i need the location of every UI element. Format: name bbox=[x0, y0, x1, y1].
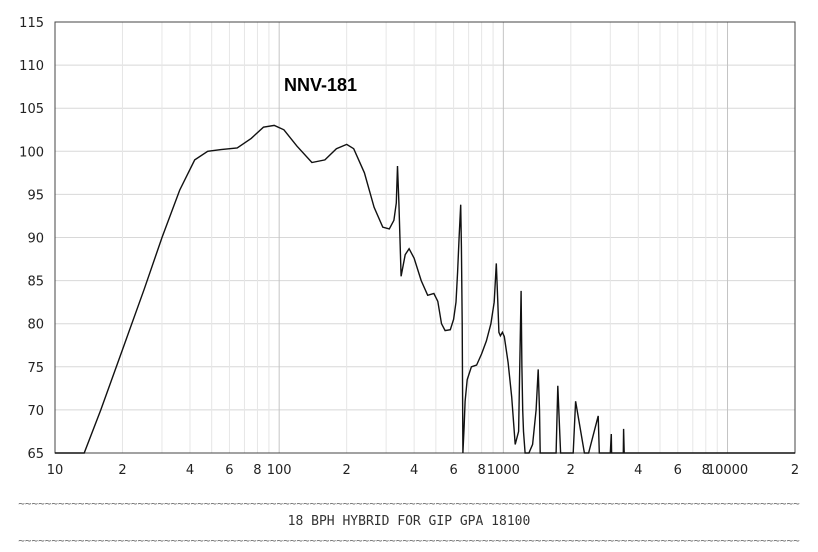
y-tick-label: 75 bbox=[27, 361, 44, 376]
x-tick-label: 4 bbox=[410, 463, 418, 478]
chart-title: NNV-181 bbox=[284, 75, 357, 95]
x-tick-label: 6 bbox=[449, 463, 457, 478]
x-tick-label: 1000 bbox=[487, 463, 520, 478]
plot-frame bbox=[54, 21, 796, 454]
y-tick-label: 85 bbox=[27, 275, 44, 290]
grid-lines bbox=[54, 21, 796, 454]
y-tick-label: 105 bbox=[19, 102, 44, 117]
y-tick-label: 80 bbox=[27, 318, 44, 333]
x-tick-label: 6 bbox=[674, 463, 682, 478]
x-tick-label: 10000 bbox=[707, 463, 748, 478]
x-tick-label: 8 bbox=[253, 463, 261, 478]
x-tick-label: 8 bbox=[702, 463, 710, 478]
x-tick-label: 2 bbox=[343, 463, 351, 478]
x-tick-label: 4 bbox=[186, 463, 194, 478]
y-tick-label: 100 bbox=[19, 145, 44, 160]
x-tick-label: 10 bbox=[47, 463, 64, 478]
y-tick-label: 110 bbox=[19, 59, 44, 74]
y-tick-label: 65 bbox=[27, 447, 44, 462]
x-tick-label: 2 bbox=[567, 463, 575, 478]
y-tick-label: 115 bbox=[19, 16, 44, 31]
y-axis-ticks: 65 70 75 80 85 90 95 100 105 110 115 bbox=[19, 16, 44, 462]
footer-tilde-rule-top: ~~~~~~~~~~~~~~~~~~~~~~~~~~~~~~~~~~~~~~~~… bbox=[18, 497, 800, 510]
x-tick-label: 2 bbox=[118, 463, 126, 478]
x-tick-label: 4 bbox=[634, 463, 642, 478]
x-tick-label: 6 bbox=[225, 463, 233, 478]
x-tick-label: 2 bbox=[791, 463, 799, 478]
x-tick-label: 8 bbox=[477, 463, 485, 478]
y-tick-label: 95 bbox=[27, 188, 44, 203]
y-tick-label: 70 bbox=[27, 404, 44, 419]
footer-caption: 18 BPH HYBRID FOR GIP GPA 18100 bbox=[287, 514, 531, 529]
y-tick-label: 90 bbox=[27, 232, 44, 247]
footer-tilde-rule-bottom: ~~~~~~~~~~~~~~~~~~~~~~~~~~~~~~~~~~~~~~~~… bbox=[18, 534, 800, 547]
chart: 65 70 75 80 85 90 95 100 105 110 115 10 2 4 6 8 100 2 4 6 8… bbox=[19, 16, 799, 478]
x-tick-label: 100 bbox=[267, 463, 292, 478]
frequency-response-line bbox=[55, 124, 795, 454]
